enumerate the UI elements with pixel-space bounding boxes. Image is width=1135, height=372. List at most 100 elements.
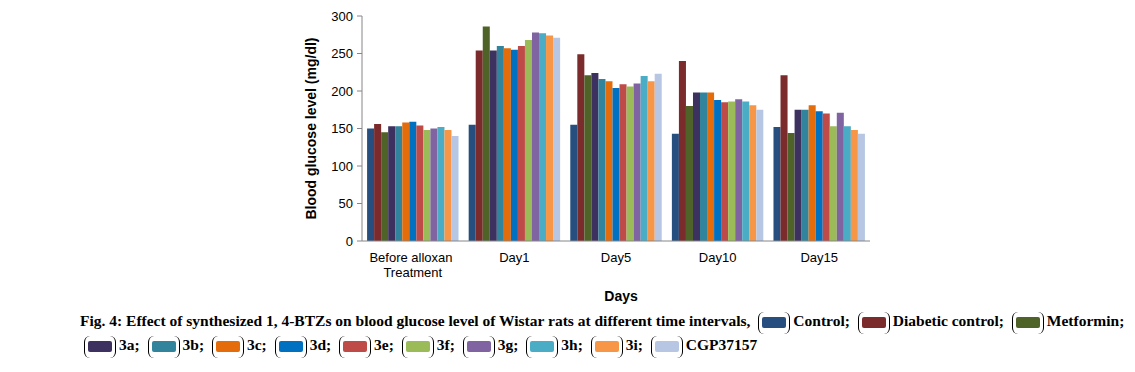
bar [469,125,476,241]
legend-color [595,341,619,352]
legend-label: Control [793,312,844,329]
bar [851,130,858,241]
legend-item: Control [754,312,850,329]
bar [735,99,742,241]
bar [781,75,788,241]
bar [802,110,809,241]
bar [518,46,525,241]
bar [634,84,641,242]
bar [837,113,844,241]
bar [553,38,560,241]
bar [809,105,816,241]
y-tick-label: 50 [339,196,353,211]
legend-label: CGP37157 [686,336,757,353]
y-tick-label: 300 [331,9,353,24]
bar [395,126,402,241]
label-line: Treatment [383,265,442,280]
x-axis [362,241,870,242]
legend-color [406,341,430,352]
bar [858,134,865,241]
legend-label: Diabetic control [893,312,999,329]
bar [844,126,851,241]
legend-item: CGP37157 [647,336,757,353]
bar [816,111,823,241]
bar [598,79,605,241]
bar [620,84,627,241]
caption: Fig. 4: Effect of synthesized 1, 4-BTZs … [80,310,1130,358]
legend-swatch [463,336,495,358]
bar [416,126,423,242]
bar [532,33,539,242]
bar [539,33,546,241]
y-tick-label: 150 [331,121,353,136]
legend-label: 3c [247,336,262,353]
y-tick [357,91,362,92]
bar [570,125,577,241]
legend-swatch [526,336,558,358]
bar [714,100,721,241]
legend-swatch [148,336,180,358]
legend-label: 3a [119,336,135,353]
legend-item: 3h [522,336,583,353]
legend-label: Metformin [1047,312,1119,329]
legend-label: 3d [310,336,326,353]
y-tick [357,128,362,129]
y-tick-label: 0 [346,234,353,249]
bar [490,51,497,242]
legend-color [343,341,367,352]
bar [584,75,591,241]
y-tick [357,16,362,17]
bar [648,81,655,241]
legend-item: 3f [398,336,455,353]
bar [612,88,619,241]
legend-item: 3c [208,336,267,353]
x-tick-label: Before alloxan Treatment [369,250,456,280]
bar [627,87,634,242]
legend-label: 3b [183,336,199,353]
bar [655,74,662,241]
bar [577,54,584,241]
legend-item: 3g [459,336,519,353]
y-tick [357,203,362,204]
legend-item: Diabetic control [854,312,1004,329]
legend-item: 3i [587,336,643,353]
legend-item: 3d [271,336,332,353]
bar [497,46,504,241]
legend-color [655,341,679,352]
bar [605,81,612,241]
bar [686,106,693,241]
chart: 050100150200250300Before alloxan Treatme… [0,0,1135,310]
bar [788,133,795,241]
y-tick-label: 200 [331,84,353,99]
x-tick-label: Day15 [800,250,838,265]
bar [773,127,780,241]
bar [483,27,490,242]
bar [749,105,756,241]
legend-color [762,317,786,328]
y-axis [362,16,363,241]
bar [707,93,714,242]
bar [409,122,416,241]
legend-item: 3b [144,336,205,353]
legend-swatch [858,312,890,334]
bar [451,136,458,241]
bar [511,50,518,241]
x-tick-label: Day10 [699,250,737,265]
legend-swatch [402,336,434,358]
bar [591,73,598,241]
bar [830,126,837,241]
legend-color [467,341,491,352]
y-tick [357,241,362,242]
bar [693,93,700,242]
legend-label: 3g [498,336,514,353]
bar [546,36,553,242]
legend-swatch [1012,312,1044,334]
bar [721,102,728,241]
bar [795,110,802,241]
bar [823,114,830,242]
legend-swatch [651,336,683,358]
legend-swatch [212,336,244,358]
bar [430,129,437,242]
bar [641,76,648,241]
x-axis-title: Days [604,288,638,304]
